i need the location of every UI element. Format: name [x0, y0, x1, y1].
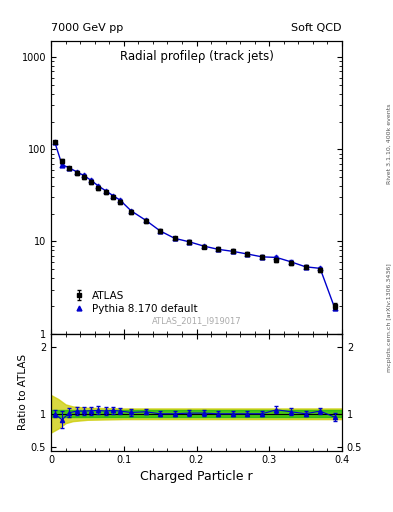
- Pythia 8.170 default: [318, 265, 323, 271]
- X-axis label: Charged Particle r: Charged Particle r: [140, 470, 253, 483]
- Text: Soft QCD: Soft QCD: [292, 23, 342, 33]
- Pythia 8.170 default: [96, 183, 101, 189]
- Pythia 8.170 default: [289, 259, 294, 265]
- Pythia 8.170 default: [103, 188, 108, 194]
- Pythia 8.170 default: [81, 173, 86, 179]
- Text: Radial profileρ (track jets): Radial profileρ (track jets): [119, 50, 274, 63]
- Pythia 8.170 default: [187, 239, 192, 245]
- Pythia 8.170 default: [245, 251, 250, 257]
- Pythia 8.170 default: [74, 169, 79, 175]
- Pythia 8.170 default: [60, 162, 64, 168]
- Pythia 8.170 default: [110, 193, 115, 199]
- Pythia 8.170 default: [89, 177, 94, 183]
- Pythia 8.170 default: [118, 197, 123, 203]
- Line: Pythia 8.170 default: Pythia 8.170 default: [52, 140, 337, 310]
- Y-axis label: Ratio to ATLAS: Ratio to ATLAS: [18, 354, 28, 430]
- Pythia 8.170 default: [332, 305, 337, 311]
- Pythia 8.170 default: [216, 246, 221, 252]
- Pythia 8.170 default: [158, 228, 163, 234]
- Pythia 8.170 default: [173, 235, 177, 241]
- Pythia 8.170 default: [303, 264, 308, 270]
- Text: 7000 GeV pp: 7000 GeV pp: [51, 23, 123, 33]
- Text: Rivet 3.1.10, 400k events: Rivet 3.1.10, 400k events: [387, 103, 392, 184]
- Pythia 8.170 default: [202, 243, 206, 249]
- Pythia 8.170 default: [67, 165, 72, 171]
- Text: mcplots.cern.ch [arXiv:1306.3436]: mcplots.cern.ch [arXiv:1306.3436]: [387, 263, 392, 372]
- Legend: ATLAS, Pythia 8.170 default: ATLAS, Pythia 8.170 default: [71, 291, 197, 314]
- Pythia 8.170 default: [129, 208, 134, 214]
- Pythia 8.170 default: [274, 254, 279, 261]
- Pythia 8.170 default: [52, 139, 57, 145]
- Bar: [51, 411, 342, 417]
- Pythia 8.170 default: [231, 248, 235, 254]
- Pythia 8.170 default: [143, 217, 148, 223]
- Text: ATLAS_2011_I919017: ATLAS_2011_I919017: [152, 316, 241, 325]
- Pythia 8.170 default: [260, 254, 264, 260]
